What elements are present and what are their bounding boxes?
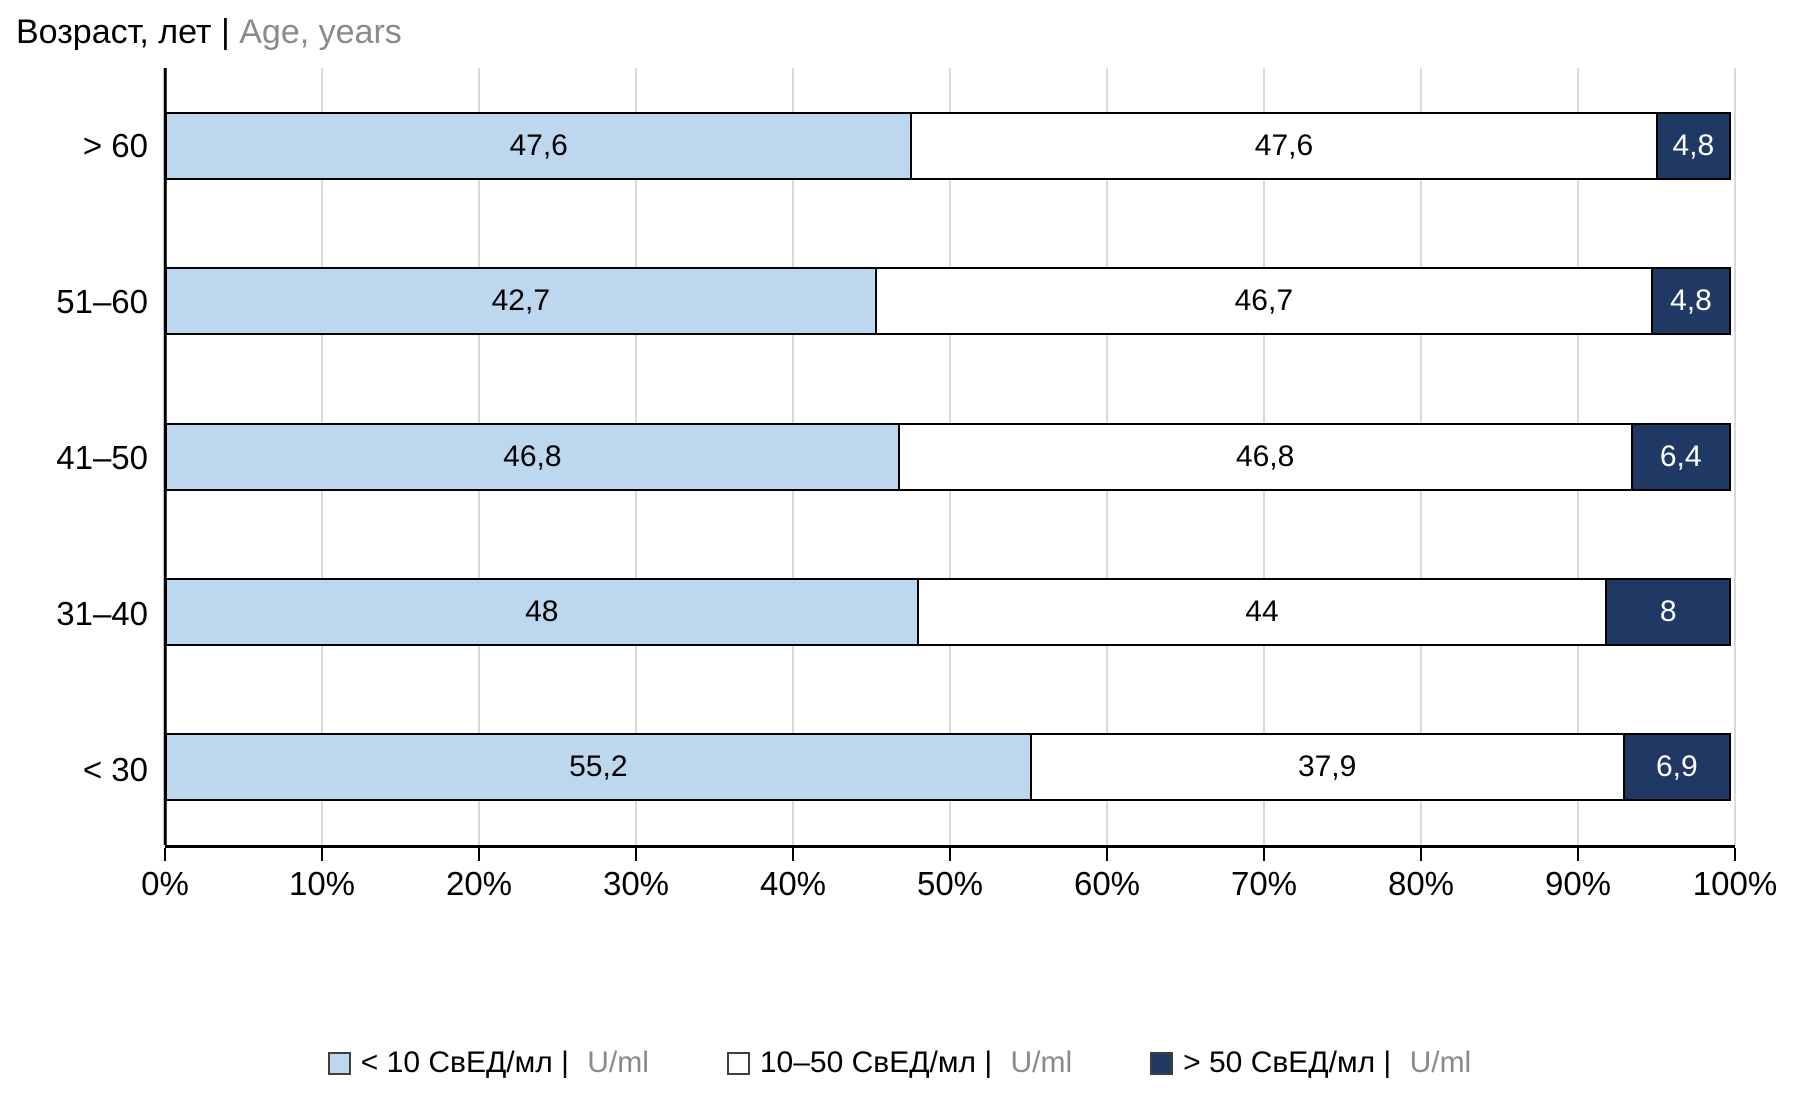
- bar-row: 48 44 8: [165, 577, 1735, 646]
- category-band: 55,2 37,9 6,9: [165, 690, 1735, 845]
- bar-row: 42,7 46,7 4,8: [165, 267, 1735, 336]
- legend-swatch: [327, 1051, 351, 1075]
- x-tick-label: 100%: [1692, 865, 1778, 902]
- x-axis-tick: [635, 848, 637, 861]
- bar-row: 47,6 47,6 4,8: [165, 111, 1735, 180]
- legend-swatch: [1150, 1051, 1174, 1075]
- legend-item: 10–50 СвЕД/мл | U/ml: [726, 1046, 1073, 1080]
- gridline: [1734, 68, 1736, 845]
- legend-item: < 10 СвЕД/мл | U/ml: [327, 1046, 649, 1080]
- chart-title-secondary: Age, years: [239, 13, 402, 51]
- x-tick-label: 80%: [1387, 865, 1455, 902]
- category-label: < 30: [82, 751, 148, 788]
- category-label: 31–40: [56, 595, 148, 632]
- category-label: 51–60: [56, 283, 148, 320]
- plot-area: 47,6 47,6 4,8 42,7 46,7 4,8 46,8 46,8 6,4 48 44 8 55…: [163, 68, 1736, 848]
- x-axis-tick: [1734, 848, 1736, 861]
- category-band: 47,6 47,6 4,8: [165, 68, 1735, 223]
- legend-label-suffix: U/ml: [1010, 1046, 1073, 1079]
- bar-segment: 46,7: [874, 267, 1653, 336]
- legend-label: 10–50 СвЕД/мл |: [759, 1046, 1001, 1079]
- bar-row: 55,2 37,9 6,9: [165, 733, 1735, 802]
- x-tick-label: 70%: [1230, 865, 1298, 902]
- bar-segment: 4,8: [1655, 111, 1731, 180]
- x-tick-label: 50%: [916, 865, 984, 902]
- category-label: > 60: [82, 127, 148, 164]
- chart-body: > 60 51–60 41–50 31–40 < 30 47,6 47,6 4,8 42,7 4…: [0, 68, 1777, 908]
- x-tick-label: 20%: [445, 865, 513, 902]
- x-axis-tick: [478, 848, 480, 861]
- legend-label-suffix: U/ml: [1409, 1046, 1472, 1079]
- bar-segment: 4,8: [1650, 267, 1731, 336]
- bar-segment: 55,2: [165, 733, 1032, 802]
- legend-swatch: [726, 1051, 750, 1075]
- legend-label-suffix: U/ml: [587, 1046, 649, 1079]
- category-band: 46,8 46,8 6,4: [165, 379, 1735, 534]
- x-axis-tick: [1420, 848, 1422, 861]
- bars-layer: 47,6 47,6 4,8 42,7 46,7 4,8 46,8 46,8 6,4 48 44 8 55…: [165, 68, 1735, 845]
- bar-segment: 6,9: [1622, 733, 1731, 802]
- chart-title-primary: Возраст, лет |: [16, 13, 240, 51]
- bar-segment: 46,8: [165, 422, 900, 491]
- x-axis-tick: [949, 848, 951, 861]
- x-axis-tick: [1577, 848, 1579, 861]
- bar-segment: 6,4: [1630, 422, 1731, 491]
- y-axis-labels: > 60 51–60 41–50 31–40 < 30: [0, 68, 165, 848]
- legend-label: < 10 СвЕД/мл |: [360, 1046, 578, 1079]
- chart-title: Возраст, лет | Age, years: [16, 12, 402, 53]
- x-axis-tick: [792, 848, 794, 861]
- x-tick-label: 30%: [602, 865, 670, 902]
- category-band: 42,7 46,7 4,8: [165, 223, 1735, 378]
- legend-label: > 50 СвЕД/мл |: [1183, 1046, 1400, 1079]
- bar-segment: 42,7: [165, 267, 877, 336]
- x-tick-label: 40%: [759, 865, 827, 902]
- x-tick-label: 0%: [141, 865, 189, 902]
- bar-segment: 44: [916, 577, 1608, 646]
- bar-row: 46,8 46,8 6,4: [165, 422, 1735, 491]
- plot-column: 47,6 47,6 4,8 42,7 46,7 4,8 46,8 46,8 6,4 48 44 8 55…: [141, 68, 1777, 908]
- x-tick-label: 10%: [288, 865, 356, 902]
- x-axis-tick: [1263, 848, 1265, 861]
- bar-segment: 37,9: [1029, 733, 1625, 802]
- bar-segment: 46,8: [897, 422, 1633, 491]
- legend-item: > 50 СвЕД/мл | U/ml: [1150, 1046, 1471, 1080]
- bar-segment: 47,6: [910, 111, 1658, 180]
- bar-segment: 47,6: [165, 111, 913, 180]
- legend: < 10 СвЕД/мл | U/ml 10–50 СвЕД/мл | U/ml >…: [0, 1046, 1799, 1080]
- x-tick-label: 90%: [1544, 865, 1612, 902]
- x-axis-tick: [1106, 848, 1108, 861]
- category-label: 41–50: [56, 439, 148, 476]
- x-axis-tick: [164, 848, 166, 861]
- bar-segment: 8: [1605, 577, 1731, 646]
- x-tick-label: 60%: [1073, 865, 1141, 902]
- bar-segment: 48: [165, 577, 919, 646]
- x-axis: 0% 10% 20% 30% 40% 50% 60% 70% 80% 90% 100%: [141, 848, 1777, 908]
- x-axis-tick: [321, 848, 323, 861]
- category-band: 48 44 8: [165, 534, 1735, 689]
